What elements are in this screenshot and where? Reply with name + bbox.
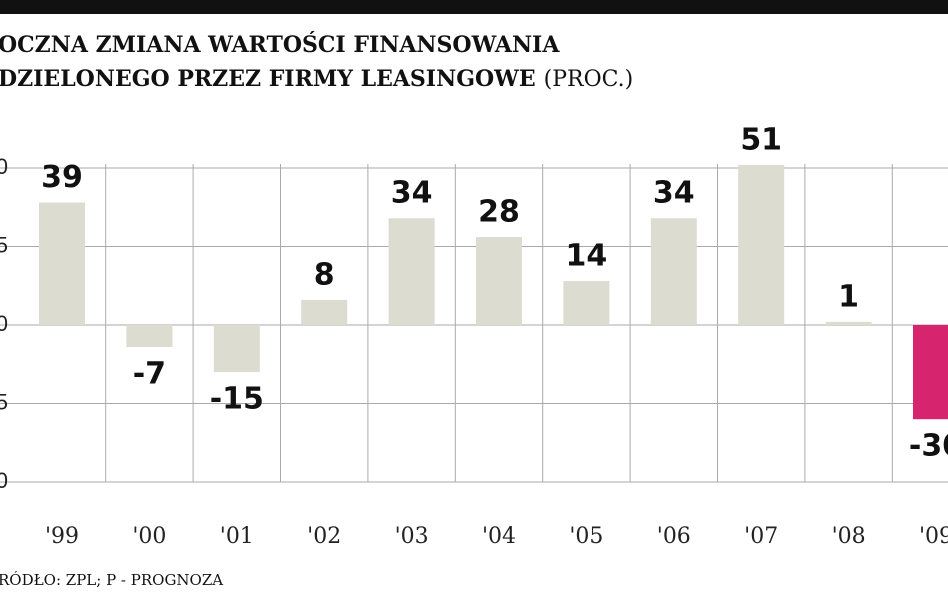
bar — [825, 321, 872, 325]
value-label: 34 — [391, 176, 433, 211]
top-band — [0, 0, 948, 14]
bar — [213, 325, 260, 373]
x-tick-label: '05 — [569, 524, 603, 549]
value-label: 51 — [740, 122, 782, 157]
y-tick-label: 25 — [0, 232, 8, 257]
bar — [650, 218, 697, 325]
x-tick-label: '07 — [744, 524, 778, 549]
x-tick-label: '03 — [395, 524, 429, 549]
value-label: 39 — [41, 160, 83, 195]
x-tick-label: '99 — [45, 524, 79, 549]
bar — [126, 325, 173, 347]
x-tick-label: '06 — [657, 524, 691, 549]
source: RÓDŁO: ZPL; P - PROGNOZA — [0, 571, 223, 589]
chart-title-line: OCZNA ZMIANA WARTOŚCI FINANSOWANIA — [0, 31, 560, 58]
y-tick-label: 0 — [0, 311, 8, 336]
x-tick-label: '04 — [482, 524, 516, 549]
value-label: 1 — [838, 279, 859, 314]
value-label: 8 — [314, 257, 335, 292]
value-label: 28 — [478, 195, 520, 230]
y-tick-label: -25 — [0, 389, 8, 414]
x-tick-label: '00 — [132, 524, 166, 549]
value-label: -7 — [133, 356, 166, 391]
chart-title-line: DZIELONEGO PRZEZ FIRMY LEASINGOWE — [0, 66, 536, 92]
bar — [39, 202, 85, 325]
x-tick-label: '09 — [919, 524, 948, 549]
chart-title-line: DZIELONEGO PRZEZ FIRMY LEASINGOWE (PROC.) — [0, 66, 633, 92]
bar — [913, 325, 948, 420]
value-label: -30 — [909, 429, 948, 464]
x-tick-label: '01 — [220, 524, 254, 549]
bar — [563, 281, 610, 325]
bar — [738, 164, 785, 325]
y-tick-label: 50 — [0, 154, 8, 179]
bar — [301, 299, 348, 325]
value-label: -15 — [210, 382, 264, 417]
x-tick-label: '08 — [832, 524, 866, 549]
x-tick-label: '02 — [307, 524, 341, 549]
bar — [388, 218, 435, 325]
value-label: 34 — [653, 176, 695, 211]
y-tick-label: -50 — [0, 468, 8, 493]
value-label: 14 — [566, 239, 608, 274]
unit: (PROC.) — [544, 67, 634, 92]
bar — [476, 237, 522, 325]
